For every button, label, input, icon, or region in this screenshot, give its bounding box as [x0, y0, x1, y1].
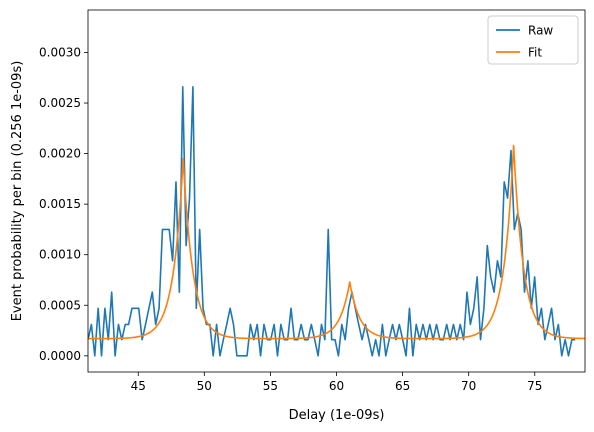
series-layer [88, 86, 585, 357]
y-tick-label: 0.0010 [39, 248, 81, 262]
x-axis: 45 50 55 60 65 70 75 [131, 372, 542, 393]
y-tick-label: 0.0025 [39, 96, 81, 110]
legend: Raw Fit [487, 15, 579, 65]
series-fit-line [88, 144, 585, 340]
series-raw-line [88, 86, 576, 357]
x-tick-label: 55 [263, 379, 278, 393]
x-tick-label: 45 [131, 379, 146, 393]
y-tick-label: 0.0030 [39, 45, 81, 59]
y-tick-label: 0.0020 [39, 147, 81, 161]
y-tick-label: 0.0000 [39, 349, 81, 363]
x-tick-label: 50 [197, 379, 212, 393]
x-tick-label: 75 [527, 379, 542, 393]
x-tick-label: 60 [329, 379, 344, 393]
x-axis-label: Delay (1e-09s) [289, 408, 385, 423]
y-axis-label: Event probability per bin (0.256 1e-09s) [10, 61, 25, 322]
x-tick-label: 70 [461, 379, 476, 393]
legend-label-raw: Raw [528, 24, 553, 38]
y-tick-label: 0.0005 [39, 298, 81, 312]
y-axis: 0.0000 0.0005 0.0010 0.0015 0.0020 0.0025 0.00… [39, 45, 88, 363]
legend-label-fit: Fit [528, 46, 542, 60]
x-tick-label: 65 [395, 379, 410, 393]
y-tick-label: 0.0015 [39, 197, 81, 211]
